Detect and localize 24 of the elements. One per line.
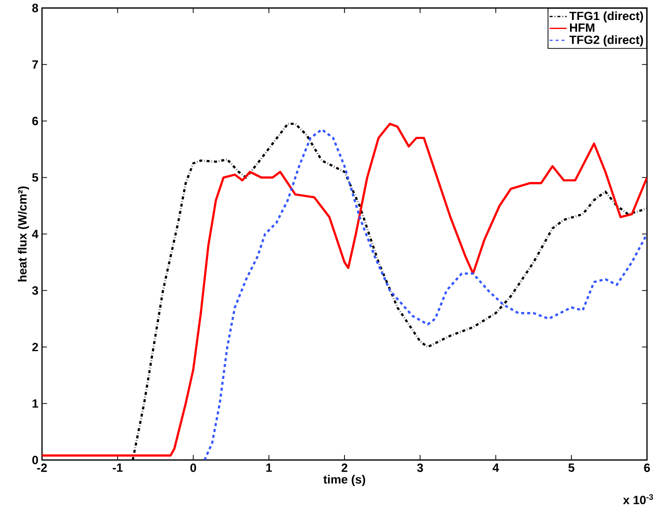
- text: x 10$^{-3}$: [623, 494, 654, 504]
- y-tick-label: 3: [32, 286, 38, 295]
- y-axis-title: heat flux (W/cm²): [18, 186, 29, 282]
- x-tick-label: 6: [644, 464, 650, 472]
- x-axis-title: time (s): [323, 474, 366, 486]
- y-tick-label: 2: [32, 342, 38, 352]
- y-tick-label: 8: [32, 4, 38, 12]
- legend-label: HFM: [570, 24, 594, 32]
- legend-label: TFG1 (direct): [569, 11, 644, 23]
- x-tick-label: 4: [492, 464, 500, 472]
- x-tick-label: 0: [190, 464, 196, 472]
- y-tick-label: 4: [32, 230, 38, 238]
- y-tick-label: 0: [32, 456, 38, 464]
- x-tick-label: -2: [37, 464, 47, 472]
- x-tick-label: 5: [568, 464, 574, 472]
- x-tick-label: 2: [342, 464, 348, 472]
- x-tick-label: 1: [266, 464, 272, 472]
- y-tick-label: 6: [32, 116, 38, 126]
- y-tick-label: 7: [32, 60, 38, 69]
- x-tick-label: 3: [417, 464, 424, 472]
- x-tick-label: -1: [112, 464, 123, 472]
- y-tick-label: 5: [32, 173, 38, 182]
- y-tick-label: 1: [32, 399, 38, 408]
- legend-label: TFG2 (direct): [569, 35, 644, 46]
